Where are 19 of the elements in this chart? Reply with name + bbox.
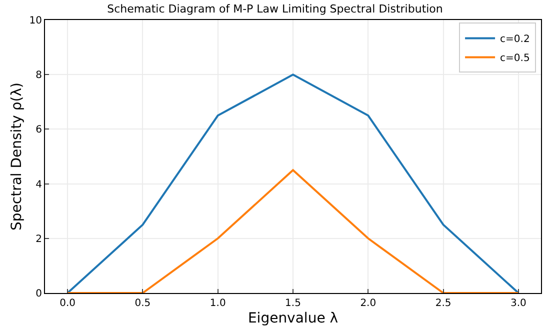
y-tick-label: 4 xyxy=(36,179,42,190)
x-tick-label: 1.5 xyxy=(285,298,301,309)
line-series xyxy=(66,74,520,293)
x-tick-label: 2.0 xyxy=(360,298,376,309)
legend-label: c=0.5 xyxy=(500,53,530,64)
chart-title: Schematic Diagram of M-P Law Limiting Spectral Distribution xyxy=(107,2,443,16)
x-axis-title: Eigenvalue λ xyxy=(248,310,338,326)
y-axis-title: Spectral Density ρ(λ) xyxy=(8,82,25,231)
y-tick-label: 2 xyxy=(36,234,42,245)
x-tick-label: 0.0 xyxy=(60,298,76,309)
x-tick-label: 0.5 xyxy=(134,298,151,309)
x-tick-label: 3.0 xyxy=(510,298,526,309)
y-tick-label: 8 xyxy=(36,70,42,82)
legend-label: c=0.2 xyxy=(500,34,530,46)
y-tick-label: 10 xyxy=(29,16,42,26)
x-tick-label: 1.0 xyxy=(210,298,226,309)
y-tick-label: 6 xyxy=(36,124,42,136)
x-tick-label: 2.5 xyxy=(435,298,452,309)
y-tick-label: 0 xyxy=(36,288,42,300)
